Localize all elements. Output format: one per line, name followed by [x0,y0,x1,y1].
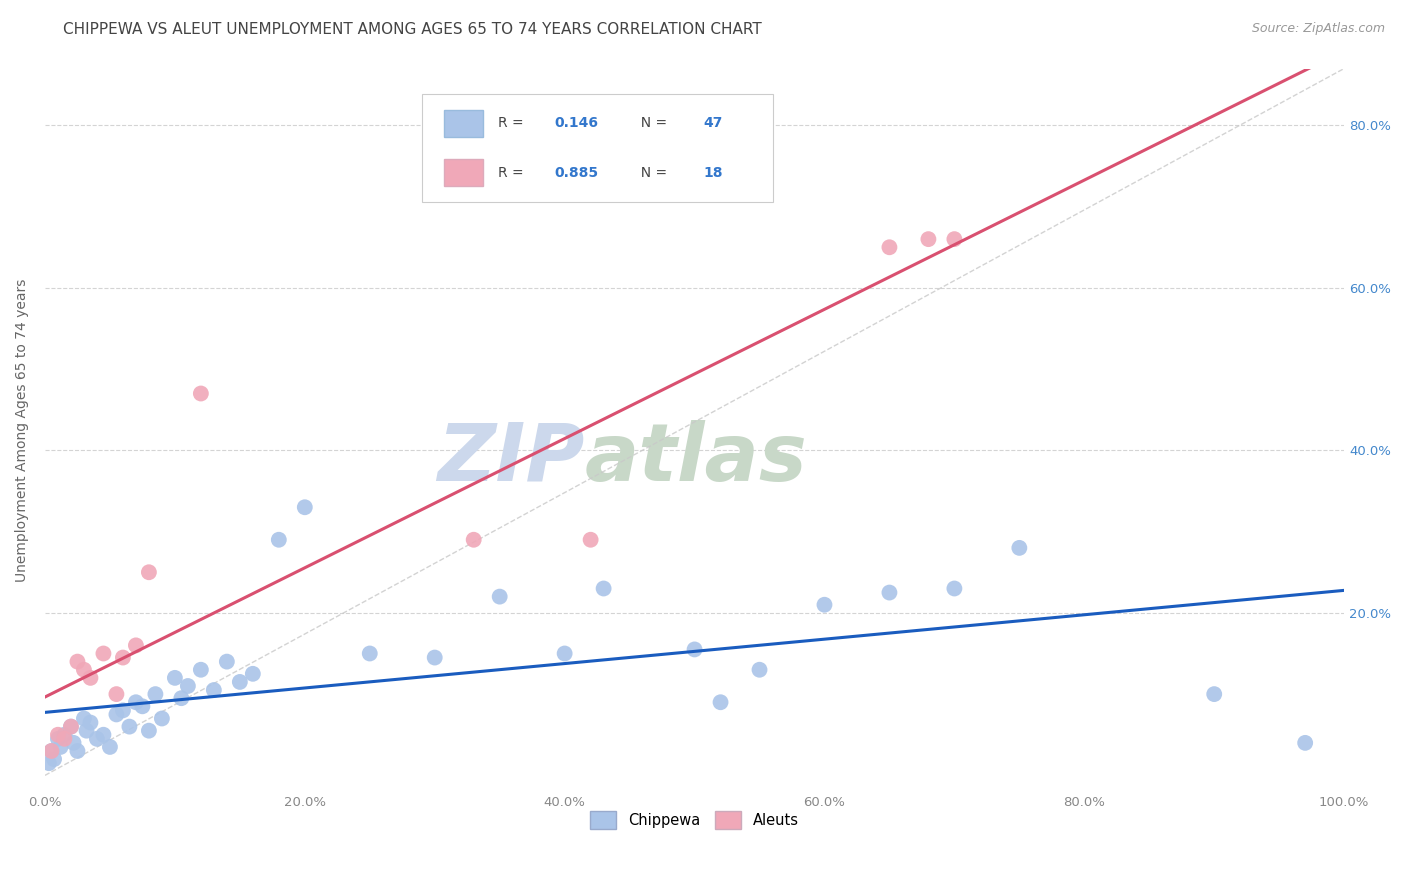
Point [170,691,193,706]
Point [943,232,966,246]
Point [131,699,153,714]
Text: N =: N = [633,117,676,130]
FancyBboxPatch shape [444,159,482,186]
Point [118,720,141,734]
Point [267,533,290,547]
FancyBboxPatch shape [444,110,482,137]
Point [138,566,160,580]
Point [105,707,128,722]
Point [145,687,167,701]
Point [59,720,82,734]
Legend: Chippewa, Aleuts: Chippewa, Aleuts [585,805,804,835]
Point [242,666,264,681]
Point [1294,736,1316,750]
Point [79,715,101,730]
Point [709,695,731,709]
Point [46,731,69,746]
Point [49,739,72,754]
Point [138,723,160,738]
Text: R =: R = [498,166,533,179]
Point [41,744,63,758]
Point [463,533,485,547]
Point [748,663,770,677]
Text: 0.146: 0.146 [554,117,598,130]
Point [125,639,148,653]
Point [76,723,98,738]
Point [93,647,115,661]
Point [683,642,706,657]
Point [150,711,173,725]
Point [46,728,69,742]
Point [943,582,966,596]
Text: 18: 18 [703,166,723,179]
Point [41,744,63,758]
Point [163,671,186,685]
Point [229,674,252,689]
Point [879,585,901,599]
Point [215,655,238,669]
Text: Source: ZipAtlas.com: Source: ZipAtlas.com [1251,22,1385,36]
Text: 0.885: 0.885 [554,166,599,179]
Point [879,240,901,254]
Y-axis label: Unemployment Among Ages 65 to 74 years: Unemployment Among Ages 65 to 74 years [15,278,30,582]
Point [190,663,212,677]
FancyBboxPatch shape [422,94,772,202]
Point [111,650,134,665]
Text: CHIPPEWA VS ALEUT UNEMPLOYMENT AMONG AGES 65 TO 74 YEARS CORRELATION CHART: CHIPPEWA VS ALEUT UNEMPLOYMENT AMONG AGE… [63,22,762,37]
Point [579,533,602,547]
Text: N =: N = [633,166,676,179]
Point [813,598,835,612]
Point [111,703,134,717]
Point [359,647,381,661]
Point [86,731,108,746]
Point [488,590,510,604]
Point [423,650,446,665]
Point [294,500,316,515]
Point [105,687,128,701]
Text: ZIP: ZIP [437,420,583,498]
Point [1008,541,1031,555]
Point [917,232,939,246]
Point [93,728,115,742]
Point [62,736,84,750]
Point [202,683,225,698]
Point [53,728,76,742]
Point [73,663,96,677]
Point [59,720,82,734]
Point [554,647,576,661]
Point [1204,687,1226,701]
Point [177,679,200,693]
Text: atlas: atlas [583,420,807,498]
Point [66,744,89,758]
Point [73,711,96,725]
Point [66,655,89,669]
Text: R =: R = [498,117,533,130]
Point [592,582,614,596]
Point [98,739,121,754]
Point [125,695,148,709]
Point [42,752,65,766]
Point [190,386,212,401]
Text: 47: 47 [703,117,723,130]
Point [38,756,60,771]
Point [79,671,101,685]
Point [53,731,76,746]
